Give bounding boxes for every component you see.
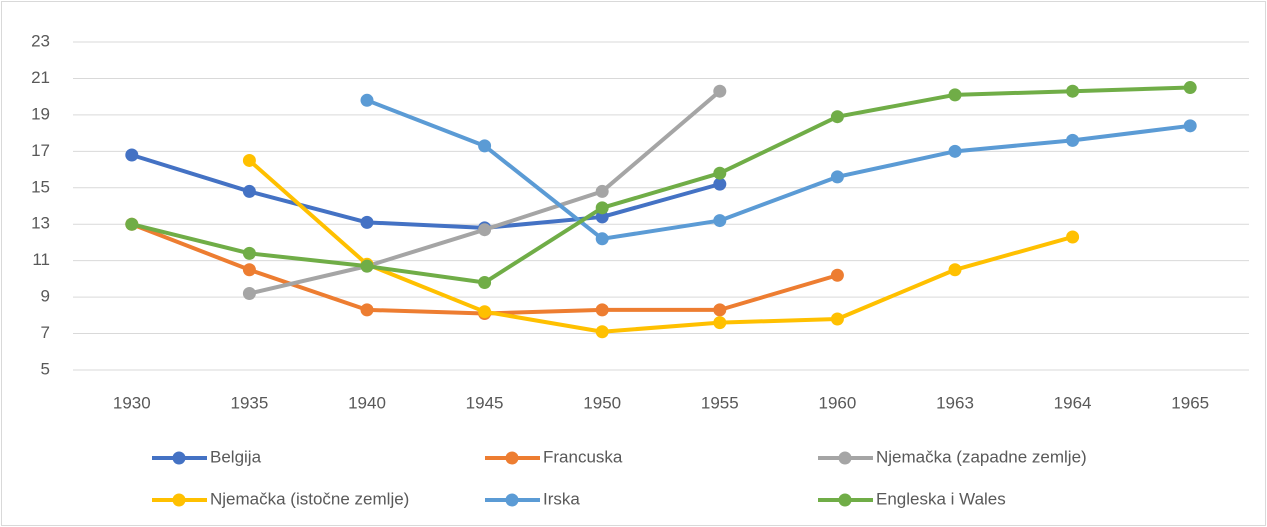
data-point [360, 259, 374, 273]
data-point [948, 88, 962, 102]
data-point [830, 312, 844, 326]
y-tick-label: 17 [31, 141, 50, 160]
y-tick-label: 19 [31, 104, 50, 123]
x-tick-label: 1940 [348, 393, 386, 412]
data-point [360, 93, 374, 107]
data-point [713, 177, 727, 191]
series-line [129, 152, 722, 230]
data-point [125, 217, 139, 231]
legend-marker [838, 493, 852, 507]
data-point [595, 201, 609, 215]
data-point [242, 246, 256, 260]
data-point [1066, 133, 1080, 147]
x-tick-label: 1955 [701, 393, 739, 412]
x-tick-label: 1930 [113, 393, 151, 412]
data-point [478, 139, 492, 153]
data-point [478, 305, 492, 319]
data-point [948, 144, 962, 158]
legend-marker [172, 451, 186, 465]
data-point [830, 170, 844, 184]
data-point [125, 148, 139, 162]
data-point [595, 232, 609, 246]
x-tick-label: 1945 [466, 393, 504, 412]
legend-label: Engleska i Wales [876, 489, 1006, 508]
y-tick-label: 7 [41, 323, 50, 342]
x-tick-label: 1963 [936, 393, 974, 412]
data-point [713, 84, 727, 98]
data-point [713, 166, 727, 180]
data-point [1183, 119, 1197, 133]
y-tick-label: 13 [31, 214, 50, 233]
legend-marker [172, 493, 186, 507]
y-tick-label: 9 [41, 287, 50, 306]
data-point [948, 263, 962, 277]
data-point [595, 303, 609, 317]
legend-label: Belgija [210, 447, 262, 466]
y-tick-label: 15 [31, 177, 50, 196]
data-point [595, 184, 609, 198]
data-point [242, 184, 256, 198]
legend-label: Irska [543, 489, 580, 508]
legend-label: Njemačka (zapadne zemlje) [876, 447, 1087, 466]
data-point [478, 276, 492, 290]
data-point [595, 325, 609, 339]
x-tick-label: 1965 [1171, 393, 1209, 412]
y-tick-label: 11 [32, 250, 50, 269]
series-line [247, 158, 1075, 334]
legend-marker [505, 493, 519, 507]
data-point [242, 263, 256, 277]
data-point [478, 223, 492, 237]
series-line [365, 98, 1193, 241]
y-tick-label: 23 [31, 31, 50, 50]
y-tick-label: 5 [41, 359, 50, 378]
data-point [713, 214, 727, 228]
data-point [1183, 81, 1197, 95]
x-tick-label: 1964 [1054, 393, 1092, 412]
legend-label: Njemačka (istočne zemlje) [210, 489, 409, 508]
x-tick-label: 1960 [818, 393, 856, 412]
legend-marker [505, 451, 519, 465]
data-point [360, 215, 374, 229]
y-tick-label: 21 [31, 68, 50, 87]
legend-label: Francuska [543, 447, 623, 466]
x-tick-label: 1950 [583, 393, 621, 412]
data-point [1066, 84, 1080, 98]
legend-marker [838, 451, 852, 465]
data-point [1066, 230, 1080, 244]
data-point [242, 153, 256, 167]
data-point [830, 268, 844, 282]
series-line [129, 85, 1193, 285]
x-tick-label: 1935 [230, 393, 268, 412]
data-point [830, 110, 844, 124]
data-point [713, 303, 727, 317]
data-point [360, 303, 374, 317]
data-point [242, 286, 256, 300]
data-point [713, 316, 727, 330]
data-point [595, 210, 609, 224]
